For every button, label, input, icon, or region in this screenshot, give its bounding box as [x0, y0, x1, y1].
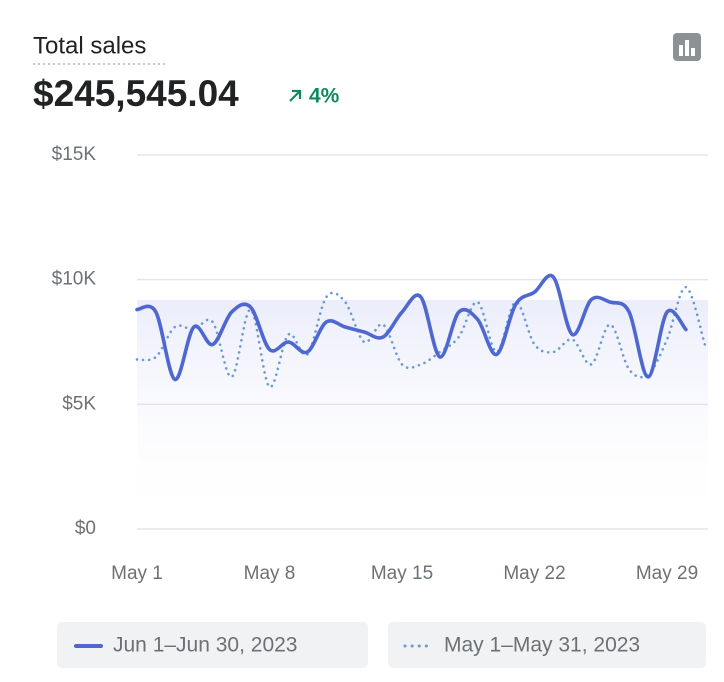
x-tick-label: May 1: [111, 563, 163, 584]
y-tick-label: $5K: [62, 393, 96, 414]
legend-item-bg[interactable]: [388, 622, 706, 668]
area-shade: [137, 300, 708, 529]
y-tick-label: $10K: [52, 269, 97, 290]
y-tick-label: $15K: [52, 144, 97, 165]
legend-item-bg[interactable]: [57, 622, 368, 668]
change-value: 4%: [309, 85, 340, 108]
card-title[interactable]: Total sales: [33, 32, 146, 59]
series-line: [135, 285, 707, 389]
x-tick-label: May 29: [636, 563, 698, 584]
total-value: $245,545.04: [33, 73, 239, 114]
x-tick-label: May 22: [503, 563, 565, 584]
legend-label: May 1–May 31, 2023: [444, 634, 640, 657]
legend-label: Jun 1–Jun 30, 2023: [113, 634, 298, 657]
chart-type-button[interactable]: [673, 33, 701, 61]
trend-arrow: [289, 89, 302, 102]
legend: Jun 1–Jun 30, 2023 May 1–May 31, 2023: [57, 622, 706, 668]
plot: $0 $5K $10K $15K May 1 May 8 May 15 May 22 May 2…: [52, 144, 708, 584]
x-tick-label: May 15: [371, 563, 433, 584]
series-line: [135, 273, 688, 382]
x-tick-label: May 8: [244, 563, 296, 584]
y-tick-label: $0: [75, 518, 96, 539]
